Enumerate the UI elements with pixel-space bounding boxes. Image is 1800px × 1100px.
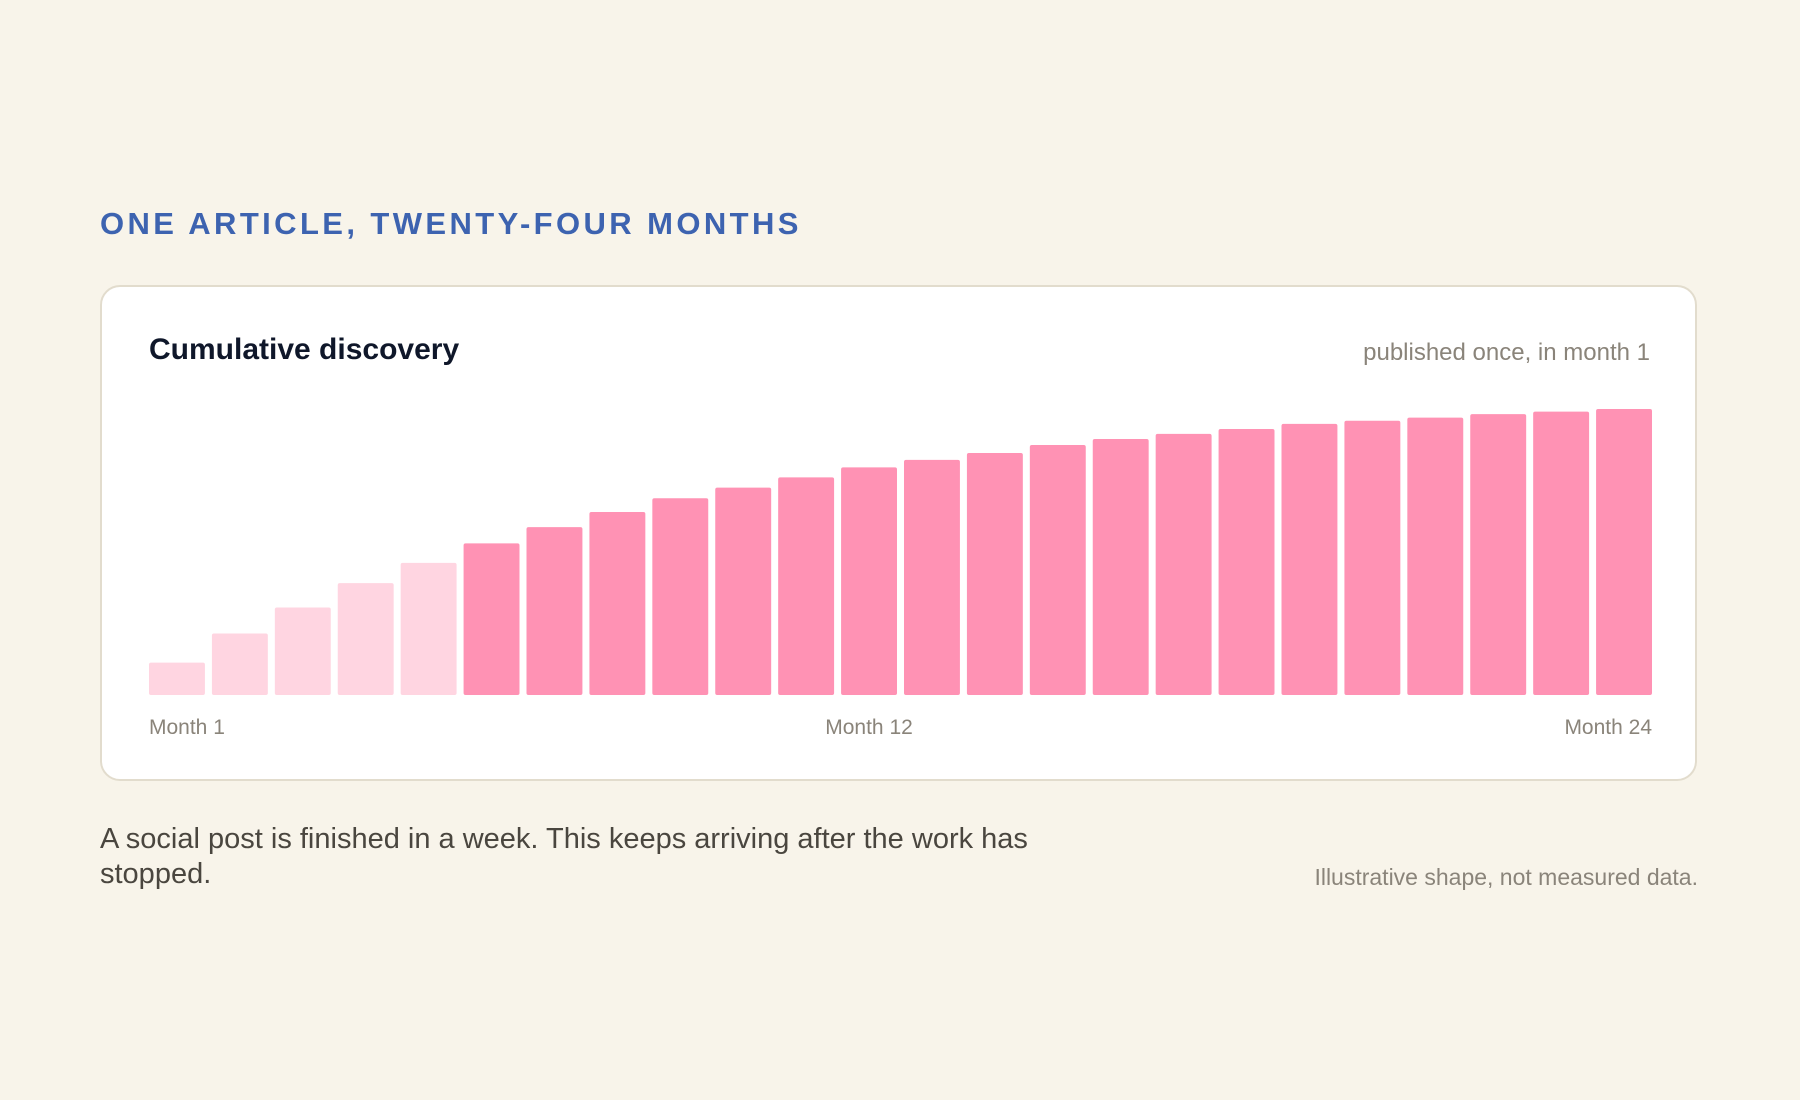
chart-card: Month 1 Month 12 Month 24 Cumulative disco… <box>100 285 1697 781</box>
bar-month-12 <box>841 467 897 695</box>
chart-title: Cumulative discovery <box>149 333 460 366</box>
bar-month-8 <box>589 511 646 695</box>
chart-subtitle: published once, in month 1 <box>1363 339 1650 366</box>
bar-month-21 <box>1407 417 1464 695</box>
bar-month-23 <box>1533 411 1590 695</box>
bar-month-1 <box>149 662 205 695</box>
caption-text: A social post is finished in a week. Thi… <box>100 823 1028 890</box>
x-tick-label-1: Month 1 <box>149 716 225 739</box>
x-tick-label-3: Month 24 <box>1564 716 1652 739</box>
bar-month-4 <box>337 583 394 695</box>
bar-month-22 <box>1470 414 1527 695</box>
footnote-text: Illustrative shape, not measured data. <box>1314 864 1698 890</box>
bar-month-11 <box>778 477 835 695</box>
x-tick-label-2: Month 12 <box>825 716 913 739</box>
bars-group <box>149 409 1652 695</box>
bar-month-13 <box>904 459 960 695</box>
x-axis-ticks: Month 1 Month 12 Month 24 <box>149 716 1652 739</box>
bar-month-18 <box>1218 429 1275 695</box>
bar-month-10 <box>715 487 772 695</box>
bar-month-24 <box>1596 409 1652 695</box>
eyebrow-heading: ONE ARTICLE, TWENTY-FOUR MONTHS <box>100 206 802 241</box>
bar-month-6 <box>463 543 520 695</box>
bar-month-7 <box>526 527 583 695</box>
bar-month-17 <box>1155 433 1212 695</box>
bar-month-20 <box>1344 420 1401 695</box>
bar-month-14 <box>966 453 1023 695</box>
bar-month-9 <box>652 498 709 695</box>
bar-month-16 <box>1092 439 1149 695</box>
bar-month-19 <box>1281 423 1338 695</box>
bar-month-2 <box>211 633 268 695</box>
bar-chart: Month 1 Month 12 Month 24 <box>149 409 1652 739</box>
bar-month-3 <box>274 607 331 695</box>
bar-month-15 <box>1029 445 1086 695</box>
bar-month-5 <box>400 562 457 695</box>
